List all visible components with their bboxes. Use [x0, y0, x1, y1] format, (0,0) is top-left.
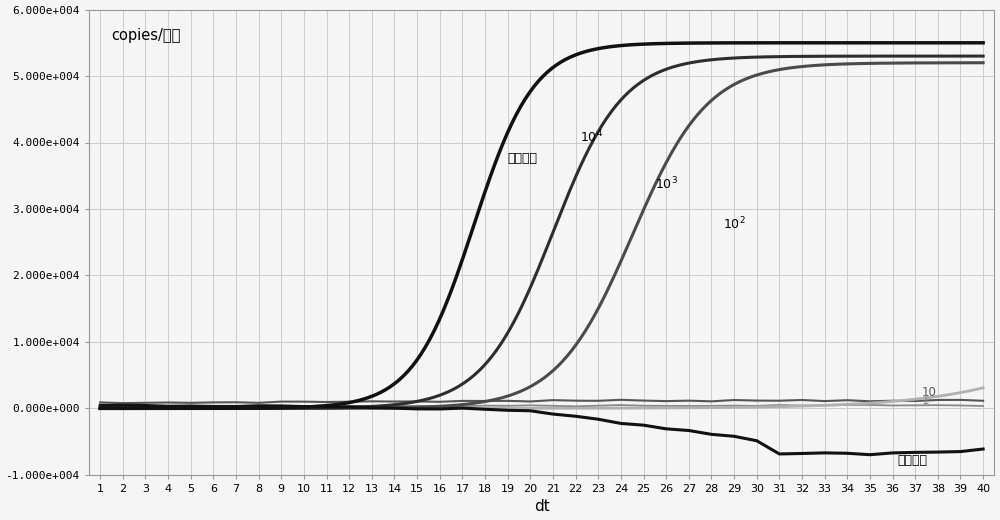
Text: 阴性对照: 阴性对照: [897, 454, 927, 467]
Text: $10^3$: $10^3$: [655, 175, 678, 192]
Text: 10: 10: [922, 386, 937, 399]
Text: copies/反应: copies/反应: [111, 28, 181, 43]
Text: 1: 1: [922, 394, 929, 407]
X-axis label: dt: dt: [534, 499, 550, 514]
Text: $10^4$: $10^4$: [580, 129, 603, 146]
Text: 阳性对照: 阳性对照: [508, 152, 538, 165]
Text: $10^2$: $10^2$: [723, 215, 745, 232]
